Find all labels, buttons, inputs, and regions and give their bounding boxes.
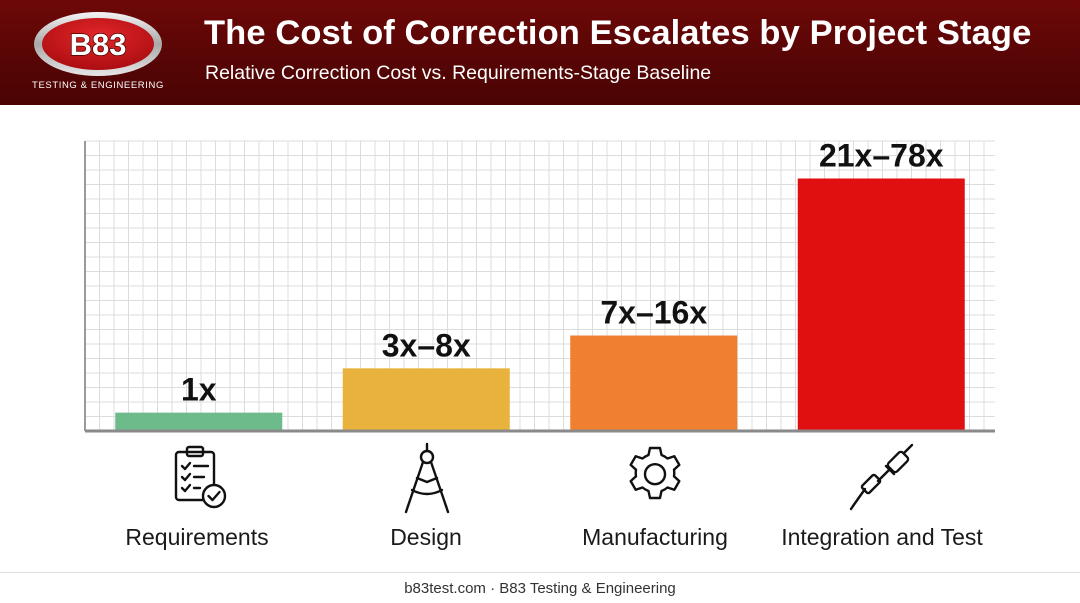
company-logo: B83 TESTING & ENGINEERING [22, 10, 174, 94]
header-banner: B83 TESTING & ENGINEERING The Cost of Co… [0, 0, 1080, 105]
data-label-design: 3x–8x [382, 327, 471, 363]
gear-icon [629, 446, 681, 500]
category-label-requirements: Requirements [125, 524, 269, 550]
soldering-iron-icon [849, 443, 914, 511]
chart-data-labels: 1x 3x–8x 7x–16x 21x–78x [181, 138, 944, 408]
logo-tagline: TESTING & ENGINEERING [32, 80, 164, 91]
page-title: The Cost of Correction Escalates by Proj… [204, 14, 1032, 52]
category-label-integration-and-test: Integration and Test [781, 524, 983, 550]
bar-requirements [115, 412, 283, 430]
clipboard-checklist-icon [174, 445, 227, 509]
bar-manufacturing [570, 335, 738, 430]
logo-wordmark: B83 [70, 27, 127, 62]
data-label-requirements: 1x [181, 372, 217, 408]
category-label-manufacturing: Manufacturing [582, 524, 728, 550]
chart-bars [115, 178, 965, 430]
bar-design [342, 368, 510, 430]
drafting-compass-icon [404, 442, 450, 514]
category-label-design: Design [390, 524, 462, 550]
page-subtitle: Relative Correction Cost vs. Requirement… [205, 62, 712, 84]
data-label-manufacturing: 7x–16x [600, 294, 707, 330]
data-label-integration-and-test: 21x–78x [819, 138, 944, 174]
footer-divider [0, 572, 1080, 573]
bar-integration-and-test [797, 178, 965, 430]
footer-text: b83test.com · B83 Testing & Engineering [404, 580, 676, 597]
bar-chart: 1x 3x–8x 7x–16x 21x–78x [84, 138, 995, 433]
